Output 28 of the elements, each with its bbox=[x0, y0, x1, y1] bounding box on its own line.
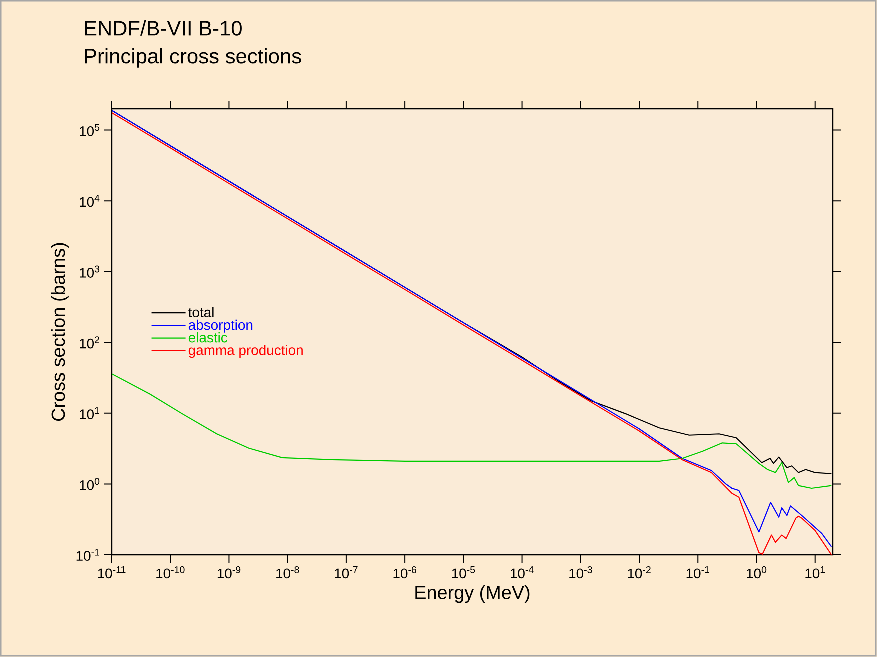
x-tick-label: 10$^{1}$ bbox=[806, 566, 826, 579]
x-tick-label: 10$^{-11}$ bbox=[98, 566, 126, 579]
y-tick-label: 10$^{5}$ bbox=[80, 124, 100, 136]
chart-title: ENDF/B-VII B-10 bbox=[85, 20, 242, 36]
y-tick-label: 10$^{2}$ bbox=[80, 336, 100, 349]
chart-subtitle: Principal cross sections bbox=[85, 48, 302, 68]
y-tick-label: 10$^{0}$ bbox=[80, 478, 100, 490]
x-tick-label: 10$^{-10}$ bbox=[156, 566, 185, 579]
x-tick-label: 10$^{-4}$ bbox=[511, 566, 534, 579]
x-tick-label: 10$^{-8}$ bbox=[276, 566, 300, 579]
x-tick-label: 10$^{0}$ bbox=[747, 566, 767, 579]
x-axis-title: Energy (MeV) bbox=[416, 586, 530, 604]
x-tick-label: 10$^{-3}$ bbox=[570, 566, 592, 579]
legend-label: gamma production bbox=[188, 345, 303, 358]
x-tick-label: 10$^{-6}$ bbox=[394, 566, 416, 579]
x-tick-label: 10$^{-7}$ bbox=[335, 566, 358, 579]
x-tick-label: 10$^{-1}$ bbox=[686, 566, 710, 579]
x-tick-label: 10$^{-9}$ bbox=[218, 566, 241, 579]
y-tick-label: 10$^{4}$ bbox=[80, 195, 100, 208]
y-tick-label: 10$^{-1}$ bbox=[76, 548, 100, 562]
y-tick-label: 10$^{3}$ bbox=[80, 266, 100, 278]
x-tick-label: 10$^{-2}$ bbox=[628, 566, 651, 579]
legend-label: absorption bbox=[188, 320, 253, 333]
legend-label: total bbox=[188, 307, 214, 318]
legend-label: elastic bbox=[188, 332, 228, 343]
y-tick-label: 10$^{1}$ bbox=[80, 407, 100, 420]
y-axis-title: Cross section (barns) bbox=[51, 243, 69, 421]
x-tick-label: 10$^{-5}$ bbox=[452, 566, 476, 579]
